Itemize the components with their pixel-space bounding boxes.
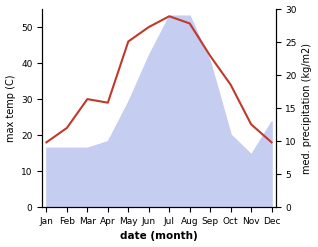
X-axis label: date (month): date (month)	[120, 231, 198, 242]
Y-axis label: med. precipitation (kg/m2): med. precipitation (kg/m2)	[302, 43, 313, 174]
Y-axis label: max temp (C): max temp (C)	[5, 74, 16, 142]
